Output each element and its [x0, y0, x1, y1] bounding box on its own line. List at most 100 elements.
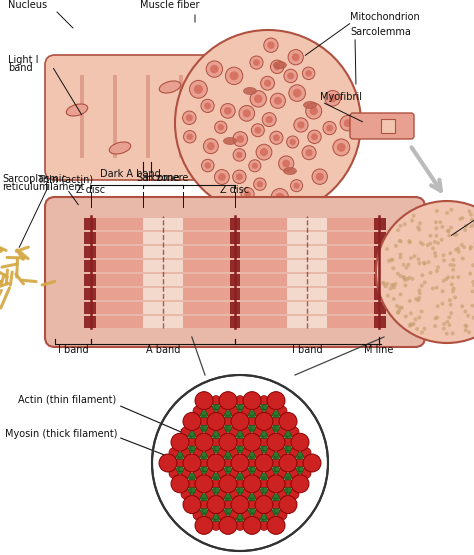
Circle shape [273, 454, 277, 459]
Circle shape [227, 425, 232, 430]
Text: Myofibril: Myofibril [320, 92, 362, 102]
Circle shape [195, 392, 213, 410]
Circle shape [243, 516, 261, 534]
Circle shape [468, 246, 473, 251]
Circle shape [407, 239, 411, 243]
Circle shape [421, 242, 425, 246]
Circle shape [412, 254, 417, 258]
Circle shape [274, 508, 280, 513]
Circle shape [442, 259, 446, 263]
Circle shape [411, 214, 416, 218]
Circle shape [213, 473, 219, 478]
Circle shape [215, 446, 219, 451]
Circle shape [449, 225, 453, 230]
Bar [183, 287, 229, 300]
Circle shape [229, 468, 239, 478]
Circle shape [241, 427, 251, 437]
Text: Sarcomere: Sarcomere [137, 173, 189, 183]
Circle shape [396, 311, 400, 315]
Circle shape [226, 411, 230, 416]
Circle shape [387, 259, 391, 263]
Circle shape [217, 448, 227, 458]
Circle shape [249, 411, 255, 416]
Circle shape [224, 454, 229, 459]
Circle shape [301, 468, 311, 478]
Circle shape [207, 496, 225, 513]
Text: Muscle fiber: Muscle fiber [140, 0, 200, 10]
Circle shape [279, 156, 294, 171]
Circle shape [229, 427, 239, 437]
Circle shape [201, 452, 207, 457]
Circle shape [249, 452, 255, 457]
Bar [113, 75, 117, 158]
Text: Light I: Light I [8, 55, 38, 65]
Circle shape [277, 510, 287, 520]
Bar [327, 287, 374, 300]
Text: filament: filament [45, 182, 85, 192]
Circle shape [308, 130, 321, 144]
Circle shape [291, 180, 302, 191]
Circle shape [273, 411, 279, 416]
Circle shape [465, 324, 468, 328]
Circle shape [301, 448, 311, 458]
Circle shape [262, 473, 266, 478]
Bar [386, 315, 415, 328]
Circle shape [215, 433, 219, 438]
Bar [55, 315, 84, 328]
Circle shape [438, 220, 442, 224]
Circle shape [205, 406, 215, 416]
Circle shape [273, 452, 279, 457]
Circle shape [470, 218, 474, 222]
Circle shape [251, 508, 255, 513]
Circle shape [382, 282, 386, 286]
Circle shape [312, 169, 328, 184]
Circle shape [273, 469, 279, 474]
Circle shape [410, 219, 414, 223]
Circle shape [287, 475, 292, 480]
Bar [143, 287, 183, 300]
Circle shape [181, 448, 191, 458]
Circle shape [212, 405, 217, 410]
Circle shape [428, 234, 432, 238]
Circle shape [248, 425, 253, 430]
Circle shape [385, 282, 389, 286]
Circle shape [248, 413, 253, 418]
Circle shape [468, 271, 472, 276]
Bar [229, 301, 240, 314]
Circle shape [217, 406, 227, 416]
Circle shape [289, 468, 299, 478]
Circle shape [236, 173, 243, 180]
Circle shape [251, 425, 255, 430]
Bar [143, 231, 183, 244]
Circle shape [435, 286, 438, 290]
Circle shape [239, 487, 244, 492]
Circle shape [227, 413, 232, 418]
Text: Z disc: Z disc [220, 185, 250, 195]
Bar [240, 245, 287, 258]
Circle shape [287, 433, 292, 438]
Circle shape [471, 263, 474, 268]
Circle shape [277, 489, 287, 499]
Circle shape [287, 487, 292, 492]
Circle shape [253, 510, 263, 520]
Circle shape [179, 454, 183, 459]
Circle shape [273, 425, 277, 430]
Ellipse shape [283, 168, 297, 174]
Bar [287, 260, 327, 272]
Circle shape [176, 467, 182, 472]
Circle shape [456, 275, 460, 279]
Circle shape [397, 309, 401, 312]
Circle shape [224, 496, 229, 501]
Circle shape [212, 446, 217, 451]
Circle shape [182, 111, 196, 124]
Circle shape [274, 97, 282, 105]
Circle shape [193, 448, 203, 458]
Circle shape [241, 406, 251, 416]
Circle shape [235, 396, 245, 406]
Circle shape [215, 405, 219, 410]
Circle shape [291, 433, 309, 451]
Circle shape [417, 296, 421, 300]
Circle shape [263, 487, 268, 492]
Circle shape [389, 286, 392, 290]
Circle shape [265, 427, 275, 437]
